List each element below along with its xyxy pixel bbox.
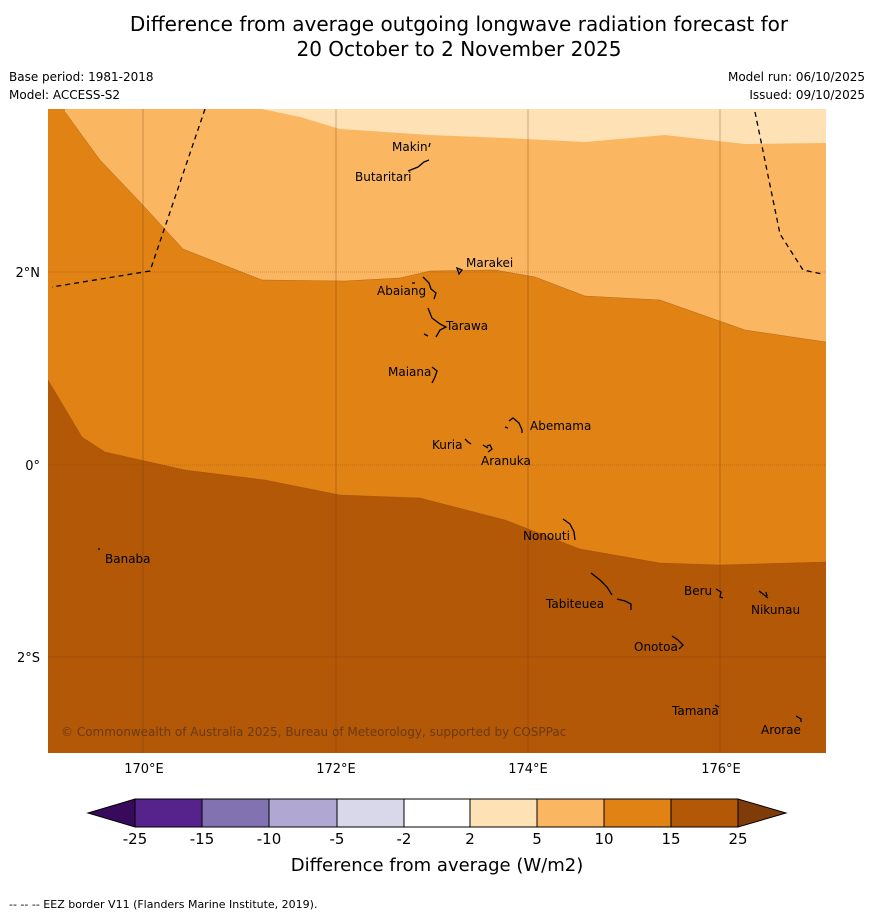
colorbar-tick-label: 10	[594, 830, 613, 848]
colorbar-tick-label: -15	[190, 830, 215, 848]
place-label-maiana: Maiana	[388, 365, 431, 379]
issued-text: Issued: 09/10/2025	[749, 88, 865, 102]
place-labels: Makin Butaritari Marakei Abaiang Tarawa …	[105, 140, 801, 737]
colorbar-tick-label: -5	[330, 830, 345, 848]
place-label-butaritari: Butaritari	[355, 170, 412, 184]
latitude-labels: 2°N 0° 2°S	[16, 266, 41, 666]
place-label-kuria: Kuria	[432, 438, 463, 452]
longitude-labels: 170°E 172°E 174°E 176°E	[124, 762, 741, 777]
colorbar-segment	[603, 798, 672, 828]
colorbar: -25 -15 -10 -5 -2 2 5 10 15 25 Differenc…	[86, 798, 788, 876]
lon-label-174e: 174°E	[508, 762, 548, 777]
colorbar-tick-label: -2	[397, 830, 412, 848]
lon-label-172e: 172°E	[316, 762, 356, 777]
lon-label-170e: 170°E	[124, 762, 164, 777]
colorbar-segment	[134, 798, 203, 828]
colorbar-extend-right	[737, 798, 788, 828]
lat-label-2n: 2°N	[16, 266, 41, 281]
chart-title: Difference from average outgoing longwav…	[0, 12, 873, 62]
place-label-tamana: Tamana	[671, 704, 719, 718]
model-text: Model: ACCESS-S2	[9, 88, 121, 102]
colorbar-segment	[536, 798, 605, 828]
colorbar-segment	[670, 798, 739, 828]
anomaly-band-5-10	[65, 109, 826, 342]
colorbar-ticks: -25 -15 -10 -5 -2 2 5 10 15 25	[123, 830, 748, 848]
place-label-banaba: Banaba	[105, 552, 151, 566]
colorbar-tick-label: 5	[532, 830, 542, 848]
colorbar-tick-label: -25	[123, 830, 148, 848]
place-label-abemama: Abemama	[530, 419, 591, 433]
place-label-marakei: Marakei	[466, 256, 513, 270]
colorbar-segment	[403, 798, 471, 828]
lon-label-176e: 176°E	[701, 762, 741, 777]
base-info: Base period: 1981-2018 Model: ACCESS-S2	[9, 68, 154, 104]
colorbar-tick-label: 25	[728, 830, 747, 848]
place-label-makin: Makin	[392, 140, 428, 154]
map-gridlines	[48, 109, 826, 753]
colorbar-segment	[469, 798, 538, 828]
place-label-aranuka: Aranuka	[481, 454, 531, 468]
map-panel: Makin Butaritari Marakei Abaiang Tarawa …	[48, 109, 826, 753]
copyright-text: © Commonwealth of Australia 2025, Bureau…	[61, 725, 566, 739]
lat-label-2s: 2°S	[17, 651, 40, 666]
place-label-tabiteuea: Tabiteuea	[545, 597, 604, 611]
place-label-onotoa: Onotoa	[634, 640, 678, 654]
base-period-text: Base period: 1981-2018	[9, 70, 154, 84]
colorbar-segment	[201, 798, 270, 828]
place-label-tarawa: Tarawa	[445, 319, 488, 333]
model-run-text: Model run: 06/10/2025	[727, 70, 865, 84]
anomaly-band-2-5	[255, 109, 826, 144]
island-outlines	[98, 142, 802, 722]
lat-label-0: 0°	[25, 459, 40, 474]
eez-border	[51, 109, 823, 288]
title-line-2: 20 October to 2 November 2025	[296, 37, 622, 61]
colorbar-segment	[336, 798, 405, 828]
place-label-abaiang: Abaiang	[377, 284, 426, 298]
run-info: Model run: 06/10/2025 Issued: 09/10/2025	[728, 68, 865, 104]
colorbar-tick-label: 15	[661, 830, 680, 848]
colorbar-extend-left	[86, 798, 136, 828]
colorbar-segment	[268, 798, 338, 828]
place-label-arorae: Arorae	[761, 723, 801, 737]
place-label-beru: Beru	[684, 584, 712, 598]
title-line-1: Difference from average outgoing longwav…	[129, 12, 789, 36]
place-label-nonouti: Nonouti	[523, 529, 570, 543]
colorbar-tick-label: -10	[257, 830, 282, 848]
place-label-nikunau: Nikunau	[751, 603, 800, 617]
colorbar-title: Difference from average (W/m2)	[291, 855, 583, 876]
colorbar-tick-label: 2	[465, 830, 475, 848]
eez-legend-note: -- -- -- EEZ border V11 (Flanders Marine…	[9, 898, 318, 911]
